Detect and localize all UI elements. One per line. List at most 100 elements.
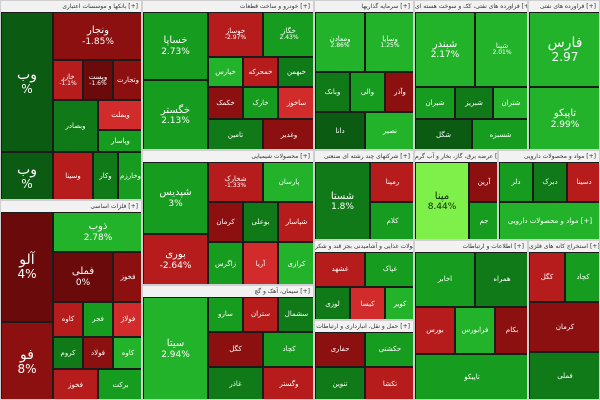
tile-vkhark[interactable]: وخارزم	[118, 152, 141, 199]
tile-vsina[interactable]: وسینا	[53, 152, 93, 199]
tile-shpna[interactable]: شپنا 2.01%	[475, 12, 527, 87]
tile-vbsader[interactable]: وبصادر	[53, 100, 98, 152]
tile-vob[interactable]: وب%	[1, 12, 53, 152]
tile-fkhooz[interactable]: فخوز	[53, 369, 98, 399]
tile-kerman2[interactable]: کرمان	[529, 302, 599, 352]
sector-title[interactable]: شرکتهای چند رشته ای صنعتی [+]	[315, 151, 413, 162]
sector-pharma[interactable]: مواد و محصولات دارویی [+] دلر دبرک دسینا…	[498, 150, 600, 240]
sector-title[interactable]: سیمان، آهک و گچ [+]	[143, 286, 313, 297]
sector-title[interactable]: محصولات شیمیایی [+]	[143, 151, 313, 162]
tile-tapico2[interactable]: تاپیکو	[415, 354, 527, 399]
sector-mining[interactable]: استخراج کانه های فلزی [+] کگل کچاد کرمان…	[528, 240, 600, 400]
tile-shiran[interactable]: شیران	[415, 87, 455, 119]
tile-shpdis[interactable]: شپدیس 3%	[143, 162, 208, 234]
tile-shasta[interactable]: شستا 1.8%	[315, 162, 370, 239]
tile-kerman[interactable]: کرمان	[208, 202, 243, 242]
tile-ghazar[interactable]: غاذر	[208, 367, 263, 399]
tile-vazi[interactable]: وآذر	[385, 72, 413, 112]
tile-aren[interactable]: آرین	[469, 162, 497, 202]
sector-cement[interactable]: سیمان، آهک و گچ [+] سیتا 2.94% سارو ستران…	[142, 285, 314, 400]
sector-basic-metals[interactable]: فلزات اساسی [+] آلو 4% ذوب 2.78% فملی 0% فخ…	[0, 200, 142, 400]
tile-shtran[interactable]: شتران	[493, 87, 527, 119]
sector-title[interactable]: سرمایه گذاریها [+]	[315, 1, 413, 12]
tile-bouri[interactable]: بوری -2.64%	[143, 234, 208, 284]
sector-chemicals[interactable]: محصولات شیمیایی [+] شپدیس 3% شخارک -1.33% …	[142, 150, 314, 285]
tile-hafari[interactable]: حفاری	[315, 332, 365, 367]
tile-bokaab[interactable]: بوعلی	[243, 202, 278, 242]
tile-kroma[interactable]: کروم	[53, 337, 83, 369]
tile-kharak[interactable]: خارک	[243, 87, 278, 119]
tile-hamrah[interactable]: همراه	[475, 252, 527, 307]
sector-title[interactable]: فراورده های نفتی [+]	[529, 1, 599, 12]
sector-title[interactable]: مواد و محصولات دارویی [+]	[499, 151, 599, 162]
sector-auto[interactable]: خودرو و ساخت قطعات [+] خساپا 2.73% خوساز -…	[142, 0, 314, 150]
tile-ghpak[interactable]: غپاک	[365, 252, 413, 287]
tile-fars[interactable]: فارس 2.97	[529, 12, 599, 87]
sector-title[interactable]: محصولات غذایی و آشامیدنی بجز قند و شکر […	[315, 241, 413, 252]
tile-vkar[interactable]: وکار	[93, 152, 118, 199]
tile-fameli[interactable]: فملی 0%	[53, 252, 113, 302]
sector-title[interactable]: استخراج کانه های فلزی [+]	[529, 241, 599, 252]
tile-sshomal[interactable]: سشمال	[278, 297, 313, 332]
tile-sita[interactable]: سیتا 2.94%	[143, 297, 208, 399]
tile-fajr[interactable]: فجر	[83, 302, 113, 337]
tile-khmohrekat[interactable]: خمحرکه	[243, 57, 278, 87]
tile-khaz[interactable]: خازر -1.1%	[53, 60, 83, 100]
tile-ramp[interactable]: رمپنا	[370, 162, 413, 202]
tile-fameli2[interactable]: فملی	[529, 352, 599, 399]
tile-vbe[interactable]: وب%	[1, 152, 53, 199]
tile-vpasar[interactable]: وپاسار	[98, 130, 141, 152]
tile-shabriz[interactable]: شبریز	[455, 87, 493, 119]
sector-oil-products[interactable]: فراورده های نفتی، کک و سوخت هسته ای [+] …	[414, 0, 528, 150]
sector-food[interactable]: محصولات غذایی و آشامیدنی بجز قند و شکر […	[314, 240, 414, 320]
tile-fkhoz[interactable]: فخوز	[113, 252, 141, 302]
tile-khgostar[interactable]: خگستر 2.13%	[143, 80, 208, 149]
tile-vpast[interactable]: وپست -1.6%	[83, 60, 113, 100]
tile-vnajar[interactable]: ونجار -1.85%	[53, 12, 141, 60]
tile-kgol[interactable]: کگل	[208, 332, 263, 367]
tile-vali[interactable]: والی	[350, 72, 385, 112]
tile-khsapa[interactable]: خساپا 2.73%	[143, 12, 208, 80]
tile-kovir[interactable]: کویر	[385, 287, 413, 319]
tile-zob[interactable]: ذوب 2.78%	[53, 212, 141, 252]
tile-nasir[interactable]: نصیر	[365, 112, 413, 149]
sector-utilities[interactable]: عرضه برق، گاز، بخار و آب گرم [+] مپنا8.4…	[414, 150, 498, 240]
tile-sarv[interactable]: سارو	[208, 297, 243, 332]
tile-kgol2[interactable]: کگل	[529, 252, 565, 302]
tile-dbarak[interactable]: دبرک	[533, 162, 567, 202]
tile-khkomak2[interactable]: مواد و محصولات دارویی [+]	[499, 202, 599, 239]
sector-banks[interactable]: بانکها و موسسات اعتباری [+] وب% ونجار -1.…	[0, 0, 142, 200]
sector-title[interactable]: عرضه برق، گاز، بخار و آب گرم [+]	[415, 151, 497, 162]
sector-petroleum[interactable]: فراورده های نفتی [+] فارس 2.97 تاپیکو 2.99…	[528, 0, 600, 150]
tile-foolad[interactable]: فولاژ	[113, 302, 141, 337]
tile-sakhoz[interactable]: ساخوز	[278, 87, 313, 119]
tile-shgol[interactable]: شگل	[415, 119, 472, 149]
tile-khkomak[interactable]: خکمک	[208, 87, 243, 119]
tile-dana[interactable]: دانا	[315, 112, 365, 149]
sector-telecom[interactable]: اطلاعات و ارتباطات [+] اخابر همراه بورس …	[414, 240, 528, 400]
tile-borsa[interactable]: بورس	[415, 307, 455, 354]
tile-kchad[interactable]: کچاد	[263, 332, 313, 367]
tile-kaveh[interactable]: کاوه	[53, 302, 83, 337]
sector-title[interactable]: بانکها و موسسات اعتباری [+]	[1, 1, 141, 12]
tile-vgostar[interactable]: وگستر	[263, 367, 313, 399]
sector-transport[interactable]: حمل و نقل، انبارداری و ارتباطات [+] حفار…	[314, 320, 414, 400]
tile-lozi[interactable]: لوزی	[315, 287, 350, 319]
tile-dalou[interactable]: دلر	[499, 162, 533, 202]
tile-tamin[interactable]: تامین	[208, 119, 263, 149]
tile-vmaad[interactable]: ومعادن 2.86%	[315, 12, 365, 72]
tile-khosar[interactable]: خوساز -2.97%	[208, 12, 263, 57]
tile-vsapa[interactable]: وساپا 1.25%	[365, 12, 413, 72]
sector-investments[interactable]: سرمایه گذاریها [+] ومعادن 2.86% وساپا 1.25…	[314, 0, 414, 150]
tile-khepars[interactable]: خپارس	[208, 57, 243, 87]
tile-gheshar[interactable]: غشهد	[315, 252, 365, 287]
tile-khbahman[interactable]: خبهمن	[278, 57, 313, 87]
tile-vbank[interactable]: وبانک	[315, 72, 350, 112]
tile-tanvir[interactable]: تنوین	[315, 367, 365, 399]
tile-vmelat[interactable]: وبملت	[98, 100, 141, 130]
tile-fara[interactable]: فرابورس	[455, 307, 495, 354]
sector-title[interactable]: خودرو و ساخت قطعات [+]	[143, 1, 313, 12]
tile-barakat[interactable]: برکت	[98, 369, 141, 399]
tile-fevra[interactable]: فولاد	[83, 337, 113, 369]
tile-stran[interactable]: ستران	[243, 297, 278, 332]
